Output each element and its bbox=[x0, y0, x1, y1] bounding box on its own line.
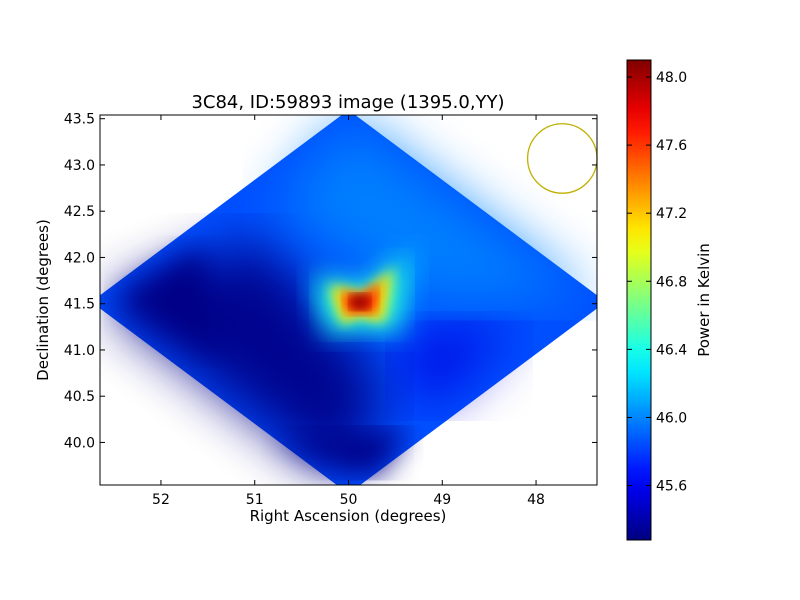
colorbar: 45.6 46.0 46.4 46.8 47.2 47.6 48.0 Power in Ke… bbox=[626, 59, 713, 541]
y-tick-label: 40.5 bbox=[64, 389, 95, 405]
x-tick-label: 52 bbox=[152, 492, 170, 508]
x-axis-label: Right Ascension (degrees) bbox=[250, 507, 447, 525]
colorbar-tick-label: 46.0 bbox=[656, 410, 687, 426]
colorbar-tick-label: 47.2 bbox=[656, 206, 687, 222]
y-tick-label: 43.0 bbox=[64, 158, 95, 174]
colorbar-gradient bbox=[626, 59, 652, 541]
y-tick-label: 42.5 bbox=[64, 204, 95, 220]
x-tick-label: 49 bbox=[433, 492, 451, 508]
plot-area: 52 51 50 49 48 40.040.541.041.542.042.543.04… bbox=[64, 112, 598, 508]
colorbar-label: Power in Kelvin bbox=[695, 243, 713, 357]
y-axis-label: Declination (degrees) bbox=[34, 219, 52, 381]
colorbar-tick-label: 46.4 bbox=[656, 342, 687, 358]
colorbar-tick-label: 45.6 bbox=[656, 479, 687, 495]
colorbar-ticks: 45.6 46.0 46.4 46.8 47.2 47.6 48.0 bbox=[627, 70, 687, 495]
x-tick-label: 50 bbox=[340, 492, 358, 508]
map-mid-region bbox=[397, 320, 521, 412]
chart-title: 3C84, ID:59893 image (1395.0,YY) bbox=[191, 92, 504, 113]
colorbar-tick-label: 46.8 bbox=[656, 274, 687, 290]
y-axis-ticks: 40.0 40.5 41.0 41.5 42.0 42.5 43.0 43.5 bbox=[64, 112, 597, 451]
heatmap-image bbox=[100, 115, 597, 485]
y-tick-label: 42.0 bbox=[64, 250, 95, 266]
y-tick-label: 43.5 bbox=[64, 112, 95, 128]
y-tick-label: 41.0 bbox=[64, 343, 95, 359]
y-tick-label: 40.0 bbox=[64, 435, 95, 451]
x-tick-label: 51 bbox=[246, 492, 264, 508]
source-peak bbox=[349, 293, 370, 310]
x-axis-ticks: 52 51 50 49 48 bbox=[152, 115, 545, 508]
colorbar-tick-label: 48.0 bbox=[656, 70, 687, 86]
map-low-bottom bbox=[274, 430, 410, 476]
map-low-edge bbox=[115, 246, 226, 357]
colorbar-tick-label: 47.6 bbox=[656, 138, 687, 154]
x-tick-label: 48 bbox=[527, 492, 545, 508]
map-upper-region bbox=[274, 118, 595, 302]
y-tick-label: 41.5 bbox=[64, 297, 95, 313]
